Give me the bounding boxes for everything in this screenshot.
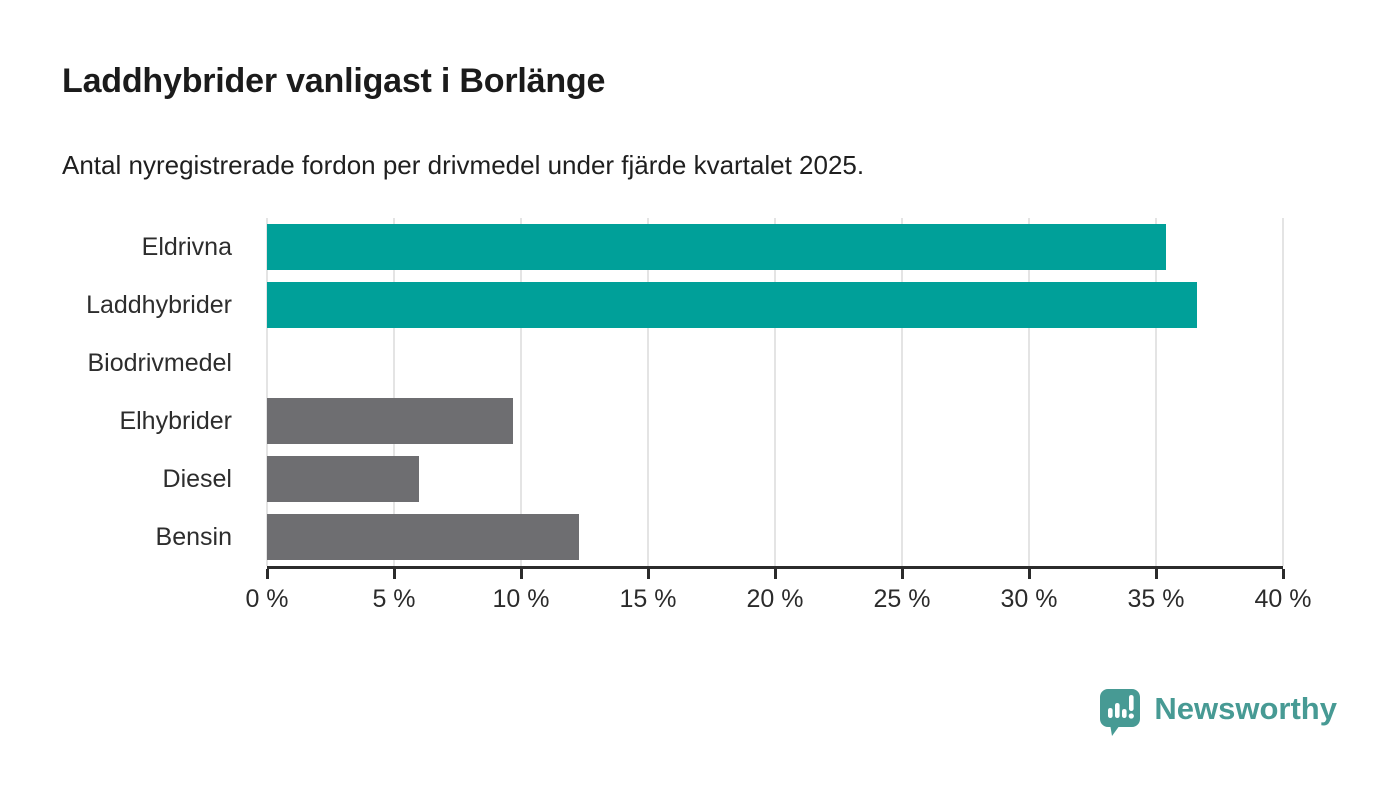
category-label: Biodrivmedel [87,348,232,377]
bar-diesel [267,456,420,502]
x-axis-tick-label: 5 % [372,585,416,613]
x-axis-tick [392,569,396,579]
x-axis-tick-label: 20 % [746,585,804,613]
x-axis-tick-label: 40 % [1254,585,1312,613]
newsworthy-logo: Newsworthy [1099,688,1337,736]
gridline [774,218,776,566]
gridline [647,218,649,566]
x-axis: 0 % 5 % 10 % 15 % 20 % 25 % 30 % 35 % 40 % [245,566,1311,626]
plot-area [266,218,1284,566]
newsworthy-logo-text: Newsworthy [1154,690,1337,726]
gridline [901,218,903,566]
bar-laddhybrider [267,282,1197,328]
x-axis-tick [773,569,777,579]
category-label: Diesel [162,464,232,493]
x-axis-tick [1027,569,1031,579]
gridline [1028,218,1030,566]
x-axis-tick [1281,569,1285,579]
x-axis-tick [646,569,650,579]
bar-eldrivna [267,224,1167,270]
x-axis-tick-label: 35 % [1127,585,1185,613]
chart-subtitle: Antal nyregistrerade fordon per drivmede… [62,150,865,180]
gridline [393,218,395,566]
x-axis-tick [900,569,904,579]
gridline [520,218,522,566]
gridline [1282,218,1284,566]
chart-title: Laddhybrider vanligast i Borlänge [62,62,606,100]
category-label: Eldrivna [141,232,232,261]
x-axis-tick [265,569,269,579]
bar-elhybrider [267,398,514,444]
category-axis: Eldrivna Laddhybrider Biodrivmedel Elhybrid… [0,218,250,566]
x-axis-tick-label: 10 % [492,585,550,613]
newsworthy-bar-chart-bubble-icon [1100,689,1141,736]
category-label: Bensin [155,522,232,551]
category-label: Laddhybrider [86,290,232,319]
gridline [1155,218,1157,566]
bar-bensin [267,514,580,560]
x-axis-tick [1154,569,1158,579]
gridline [266,218,268,566]
x-axis-tick-label: 0 % [245,585,289,613]
x-axis-tick [519,569,523,579]
x-axis-tick-label: 15 % [619,585,677,613]
x-axis-tick-label: 30 % [1000,585,1058,613]
category-label: Elhybrider [119,406,232,435]
x-axis-tick-label: 25 % [873,585,931,613]
